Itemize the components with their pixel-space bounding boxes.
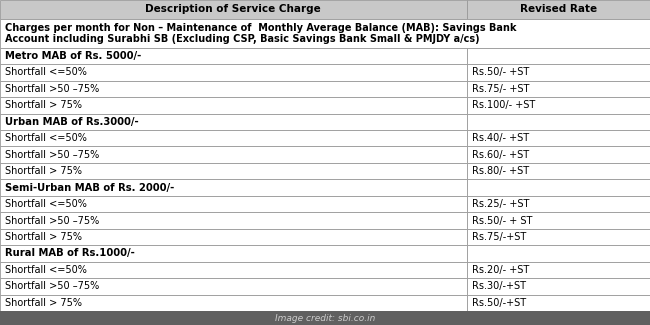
Text: Rural MAB of Rs.1000/-: Rural MAB of Rs.1000/- bbox=[5, 248, 135, 258]
Bar bbox=[467, 0, 650, 19]
Text: Shortfall <=50%: Shortfall <=50% bbox=[5, 67, 87, 77]
Bar bbox=[467, 245, 650, 262]
Text: Shortfall > 75%: Shortfall > 75% bbox=[5, 166, 82, 176]
Bar bbox=[467, 130, 650, 147]
Text: Charges per month for Non – Maintenance of  Monthly Average Balance (MAB): Savin: Charges per month for Non – Maintenance … bbox=[5, 22, 517, 44]
Bar bbox=[0, 229, 467, 245]
Text: Rs.80/- +ST: Rs.80/- +ST bbox=[472, 166, 529, 176]
Bar bbox=[0, 81, 467, 97]
Bar bbox=[0, 113, 467, 130]
Text: Rs.50/-+ST: Rs.50/-+ST bbox=[472, 298, 526, 308]
Text: Rs.20/- +ST: Rs.20/- +ST bbox=[472, 265, 529, 275]
Bar bbox=[0, 163, 467, 179]
Bar bbox=[467, 97, 650, 113]
Bar bbox=[467, 212, 650, 229]
Text: Shortfall > 75%: Shortfall > 75% bbox=[5, 100, 82, 110]
Bar bbox=[0, 311, 650, 325]
Text: Rs.50/- +ST: Rs.50/- +ST bbox=[472, 67, 529, 77]
Bar bbox=[0, 212, 467, 229]
Text: Semi-Urban MAB of Rs. 2000/-: Semi-Urban MAB of Rs. 2000/- bbox=[5, 183, 174, 193]
Text: Rs.50/- + ST: Rs.50/- + ST bbox=[472, 215, 532, 226]
Bar bbox=[467, 278, 650, 294]
Bar bbox=[0, 196, 467, 212]
Text: Rs.25/- +ST: Rs.25/- +ST bbox=[472, 199, 529, 209]
Text: Shortfall >50 –75%: Shortfall >50 –75% bbox=[5, 281, 99, 291]
Bar bbox=[0, 64, 467, 81]
Bar bbox=[0, 179, 467, 196]
Bar bbox=[467, 64, 650, 81]
Text: Urban MAB of Rs.3000/-: Urban MAB of Rs.3000/- bbox=[5, 117, 139, 127]
Bar bbox=[467, 294, 650, 311]
Text: Shortfall > 75%: Shortfall > 75% bbox=[5, 298, 82, 308]
Bar bbox=[0, 0, 467, 19]
Text: Shortfall <=50%: Shortfall <=50% bbox=[5, 265, 87, 275]
Bar bbox=[0, 278, 467, 294]
Text: Shortfall > 75%: Shortfall > 75% bbox=[5, 232, 82, 242]
Text: Rs.75/- +ST: Rs.75/- +ST bbox=[472, 84, 529, 94]
Bar bbox=[0, 97, 467, 113]
Text: Shortfall <=50%: Shortfall <=50% bbox=[5, 199, 87, 209]
Bar bbox=[467, 179, 650, 196]
Text: Shortfall <=50%: Shortfall <=50% bbox=[5, 133, 87, 143]
Bar bbox=[0, 48, 467, 64]
Bar bbox=[0, 262, 467, 278]
Bar bbox=[0, 19, 650, 48]
Text: Rs.40/- +ST: Rs.40/- +ST bbox=[472, 133, 529, 143]
Bar bbox=[467, 163, 650, 179]
Bar bbox=[0, 147, 467, 163]
Text: Metro MAB of Rs. 5000/-: Metro MAB of Rs. 5000/- bbox=[5, 51, 142, 61]
Bar bbox=[0, 245, 467, 262]
Bar bbox=[467, 147, 650, 163]
Text: Rs.75/-+ST: Rs.75/-+ST bbox=[472, 232, 526, 242]
Bar bbox=[0, 294, 467, 311]
Bar bbox=[467, 262, 650, 278]
Text: Rs.30/-+ST: Rs.30/-+ST bbox=[472, 281, 526, 291]
Bar bbox=[467, 229, 650, 245]
Text: Rs.100/- +ST: Rs.100/- +ST bbox=[472, 100, 535, 110]
Bar bbox=[467, 113, 650, 130]
Text: Rs.60/- +ST: Rs.60/- +ST bbox=[472, 150, 529, 160]
Text: Revised Rate: Revised Rate bbox=[520, 5, 597, 14]
Text: Shortfall >50 –75%: Shortfall >50 –75% bbox=[5, 84, 99, 94]
Bar bbox=[467, 196, 650, 212]
Text: Image credit: sbi.co.in: Image credit: sbi.co.in bbox=[275, 314, 375, 322]
Text: Shortfall >50 –75%: Shortfall >50 –75% bbox=[5, 150, 99, 160]
Text: Description of Service Charge: Description of Service Charge bbox=[146, 5, 321, 14]
Bar bbox=[0, 130, 467, 147]
Bar bbox=[467, 81, 650, 97]
Bar bbox=[467, 48, 650, 64]
Text: Shortfall >50 –75%: Shortfall >50 –75% bbox=[5, 215, 99, 226]
